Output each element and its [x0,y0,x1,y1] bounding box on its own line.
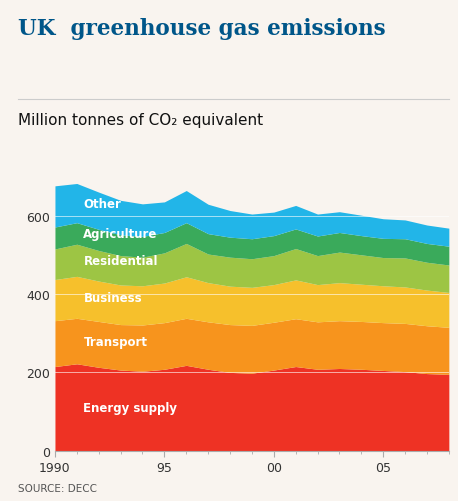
Text: Transport: Transport [83,335,147,348]
Text: UK  greenhouse gas emissions: UK greenhouse gas emissions [18,18,386,40]
Text: Residential: Residential [83,255,158,267]
Text: Energy supply: Energy supply [83,401,177,414]
Text: Million tonnes of CO₂ equivalent: Million tonnes of CO₂ equivalent [18,113,263,128]
Text: SOURCE: DECC: SOURCE: DECC [18,483,97,493]
Text: Agriculture: Agriculture [83,227,158,240]
Text: Other: Other [83,197,121,210]
Text: Business: Business [83,291,142,304]
